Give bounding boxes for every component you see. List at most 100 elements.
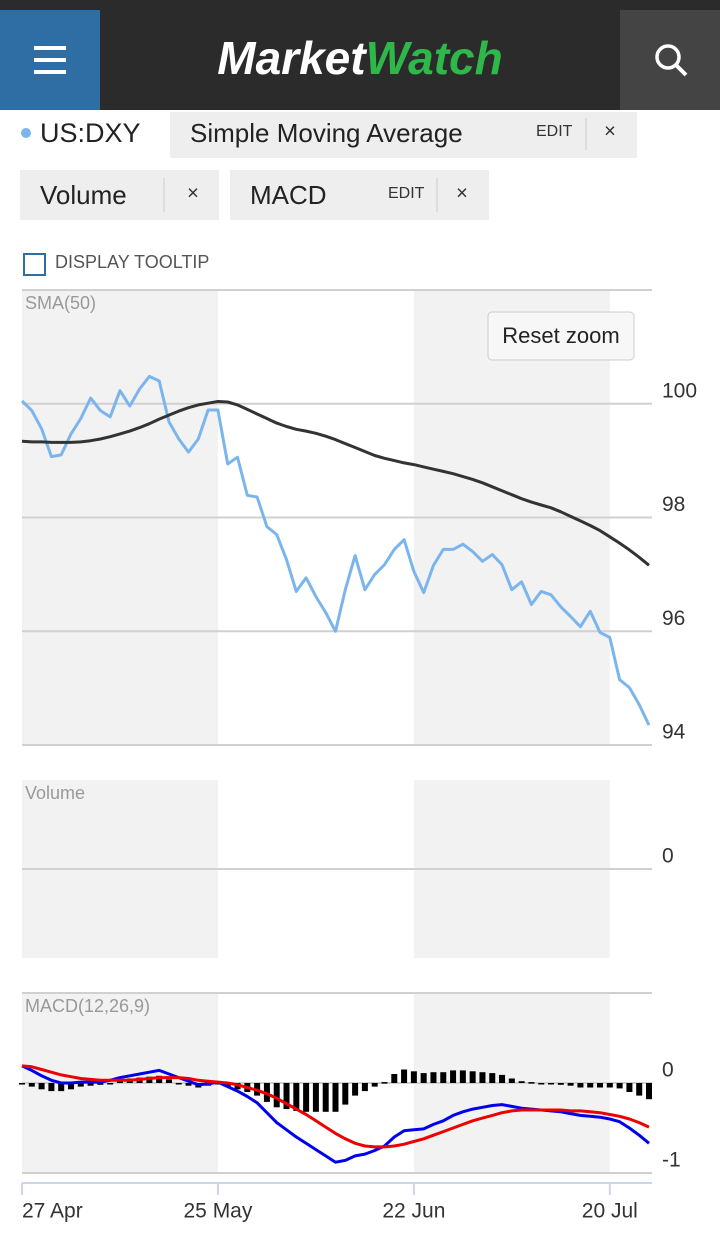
histogram-bar [332, 1083, 339, 1112]
edit-button[interactable]: EDIT [536, 123, 573, 140]
histogram-bar [636, 1083, 643, 1096]
y-tick-label: 0 [662, 845, 674, 868]
histogram-bar [440, 1072, 447, 1083]
tooltip-checkbox[interactable] [23, 253, 46, 276]
histogram-bar [489, 1073, 496, 1083]
histogram-bar [185, 1083, 192, 1086]
histogram-bar [548, 1083, 555, 1085]
histogram-bar [342, 1083, 349, 1105]
chart-title: MACD(12,26,9) [25, 996, 150, 1016]
series-line [20, 374, 651, 726]
indicator-tab [170, 112, 637, 158]
logo[interactable]: MarketWatch [217, 32, 502, 84]
histogram-bar [77, 1083, 84, 1087]
x-tick-label: 25 May [184, 1200, 253, 1223]
histogram-bar [293, 1083, 300, 1111]
histogram-bar [312, 1083, 319, 1112]
edit-button[interactable]: EDIT [388, 185, 425, 202]
menu-bar [34, 46, 66, 50]
histogram-bar [165, 1079, 172, 1083]
y-tick-label: 100 [662, 379, 697, 402]
histogram-bar [97, 1083, 104, 1085]
histogram-bar [538, 1083, 545, 1085]
indicator-name: Volume [40, 180, 127, 210]
histogram-bar [224, 1083, 231, 1087]
y-tick-label: -1 [662, 1149, 681, 1172]
menu-bar [34, 58, 66, 62]
histogram-bar [38, 1083, 45, 1090]
menu-button[interactable] [0, 10, 100, 110]
chart-title: Volume [25, 783, 85, 803]
histogram-bar [528, 1082, 535, 1084]
histogram-bar [567, 1083, 574, 1086]
series-line [21, 1064, 650, 1149]
indicator-name: MACD [250, 180, 327, 210]
histogram-bar [67, 1083, 74, 1090]
reset-zoom-bg [487, 311, 635, 361]
x-tick-label: 22 Jun [382, 1200, 445, 1223]
y-tick-label: 98 [662, 493, 685, 516]
histogram-bar [391, 1074, 398, 1083]
histogram-bar [107, 1083, 114, 1085]
histogram-bar [469, 1071, 476, 1083]
histogram-bar [87, 1083, 94, 1086]
histogram-bar [518, 1081, 525, 1083]
histogram-bar [450, 1070, 457, 1083]
histogram-bar [508, 1078, 515, 1083]
histogram-bar [499, 1074, 506, 1083]
histogram-bar [58, 1083, 65, 1092]
symbol-dot [21, 128, 31, 138]
close-button[interactable]: × [604, 120, 616, 142]
logo-left: Market [217, 32, 367, 84]
histogram-bar [459, 1070, 466, 1083]
histogram-bar [371, 1083, 378, 1087]
tooltip-label: DISPLAY TOOLTIP [55, 252, 209, 272]
series-line [21, 400, 650, 567]
histogram-bar [646, 1083, 652, 1100]
histogram-bar [597, 1083, 604, 1088]
histogram-bar [273, 1083, 280, 1108]
histogram-bar [410, 1071, 417, 1083]
search-bg [620, 10, 720, 110]
y-tick-label: 0 [662, 1059, 674, 1082]
histogram-bar [381, 1082, 388, 1084]
search-icon [655, 44, 681, 70]
histogram-bar [48, 1083, 55, 1092]
histogram-bar [175, 1083, 182, 1085]
search-button[interactable] [620, 10, 720, 110]
chart-title: SMA(50) [25, 293, 96, 313]
histogram-bar [557, 1083, 564, 1085]
search-icon [674, 63, 688, 77]
reset-zoom-button[interactable]: Reset zoom [487, 311, 635, 361]
indicator-name: Simple Moving Average [190, 118, 463, 148]
histogram-bar [19, 1083, 25, 1085]
histogram-bar [322, 1083, 329, 1112]
histogram-bar [283, 1083, 290, 1110]
histogram-bar [606, 1083, 613, 1088]
histogram-bar [626, 1083, 633, 1092]
indicator-tab [20, 170, 219, 220]
histogram-bar [577, 1083, 584, 1088]
histogram-bar [420, 1073, 427, 1083]
y-tick-label: 96 [662, 607, 685, 630]
histogram-bar [303, 1083, 310, 1112]
histogram-bar [352, 1083, 359, 1096]
histogram-bar [430, 1072, 437, 1083]
reset-zoom-label: Reset zoom [502, 323, 619, 348]
x-tick-label: 27 Apr [22, 1200, 83, 1223]
histogram-bar [616, 1083, 623, 1089]
charts: SMA(50) 94 96 98 100 Volume 0 MACD(12,26,9) -1 0 2… [19, 289, 697, 1223]
logo-right: Watch [366, 32, 503, 84]
menu-bar [34, 70, 66, 74]
close-button[interactable]: × [456, 182, 468, 204]
histogram-bar [401, 1069, 408, 1083]
histogram-bar [479, 1072, 486, 1083]
histogram-bar [587, 1083, 594, 1088]
histogram-bar [361, 1083, 368, 1092]
indicator-tab [230, 170, 489, 220]
x-tick-label: 20 Jul [582, 1200, 638, 1223]
histogram-bar [28, 1083, 35, 1087]
close-button[interactable]: × [187, 182, 199, 204]
